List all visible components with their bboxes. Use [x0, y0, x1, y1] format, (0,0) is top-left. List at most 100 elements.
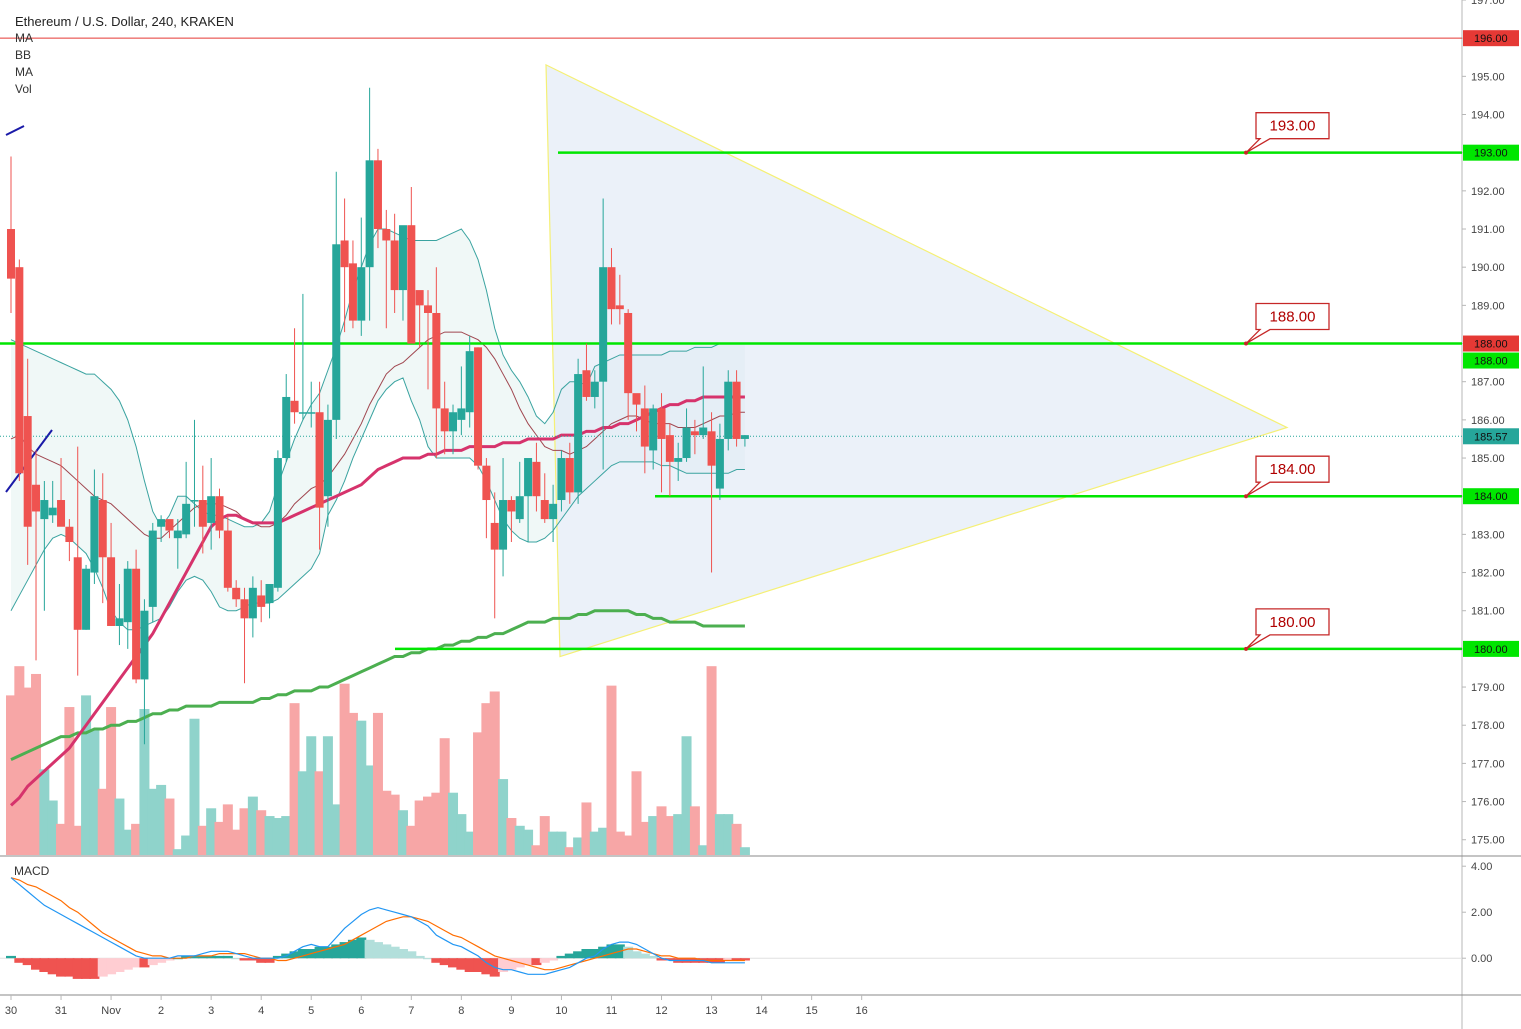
volume-bar	[439, 738, 450, 855]
macd-histogram-bar	[231, 958, 242, 960]
volume-bar	[456, 814, 467, 855]
volume-bar	[222, 804, 233, 855]
macd-histogram-bar	[39, 958, 50, 972]
study-ma-label[interactable]: MA	[15, 31, 33, 45]
callout-anchor-dot	[1244, 494, 1248, 499]
macd-histogram-bar	[197, 955, 208, 959]
candle-body	[232, 587, 241, 600]
study-ma2-label[interactable]: MA	[15, 65, 33, 79]
candle-body	[140, 610, 149, 680]
volume-bar	[281, 816, 292, 855]
volume-bar	[189, 718, 200, 855]
volume-bar	[172, 849, 183, 855]
volume-bar	[498, 779, 509, 855]
candle-body	[207, 496, 216, 523]
macd-histogram-bar	[539, 958, 550, 963]
candle-body	[449, 412, 458, 432]
candle-body	[432, 312, 441, 409]
candle-body	[532, 461, 541, 497]
macd-histogram-bar	[214, 955, 225, 959]
volume-bar	[97, 788, 108, 855]
macd-histogram-bar	[189, 955, 200, 959]
support-level-badge-text: 180.00	[1474, 644, 1508, 656]
macd-histogram-bar	[289, 951, 300, 959]
volume-bar	[147, 788, 158, 855]
macd-histogram-bar	[656, 958, 667, 961]
macd-histogram-bar	[206, 955, 217, 959]
volume-bar	[239, 808, 250, 855]
candle-body	[282, 396, 291, 459]
study-bb-label[interactable]: BB	[15, 48, 32, 62]
candle-body	[190, 500, 199, 502]
volume-bar	[539, 816, 550, 855]
volume-bar	[297, 771, 308, 855]
volume-bar	[481, 703, 492, 855]
volume-bar	[81, 695, 92, 855]
candle-body	[90, 496, 99, 573]
price-axis-label: 186.00	[1471, 415, 1505, 427]
macd-histogram-bar	[331, 944, 342, 959]
macd-histogram-bar	[448, 958, 459, 968]
price-axis-label: 185.00	[1471, 453, 1505, 465]
macd-pane-label[interactable]: MACD	[14, 864, 50, 878]
volume-bar	[489, 691, 500, 855]
study-vol-label[interactable]: Vol	[15, 82, 32, 96]
candle-body	[223, 530, 232, 588]
volume-bar	[139, 709, 150, 855]
macd-histogram-bar	[106, 958, 117, 975]
macd-histogram-bar	[548, 958, 559, 961]
price-callout-box	[1245, 112, 1330, 154]
volume-bar	[322, 736, 333, 855]
volume-bar	[414, 800, 425, 855]
volume-bar	[131, 823, 142, 855]
macd-histogram-bar	[264, 958, 275, 963]
volume-bar	[581, 802, 592, 855]
candle-body	[65, 526, 74, 543]
macd-histogram-bar	[72, 958, 83, 979]
volume-bar	[214, 821, 225, 855]
volume-bar	[589, 831, 600, 855]
candle-body	[499, 500, 508, 550]
volume-bar	[264, 816, 275, 855]
macd-histogram-bar	[89, 958, 100, 979]
volume-bar	[664, 816, 675, 855]
candle-body	[715, 438, 724, 489]
candle-body	[524, 458, 533, 497]
macd-histogram-bar	[247, 958, 258, 961]
candle-body	[332, 244, 341, 420]
macd-histogram-bar	[506, 958, 517, 970]
candle-body	[32, 484, 41, 512]
macd-histogram-bar	[64, 958, 75, 977]
callout-anchor-dot	[1244, 646, 1248, 651]
volume-bar	[473, 732, 484, 855]
price-axis-label: 175.00	[1471, 835, 1505, 847]
price-axis-label: 182.00	[1471, 568, 1505, 580]
volume-bar	[673, 814, 684, 855]
macd-histogram-bar	[531, 958, 542, 966]
macd-histogram-bar	[739, 958, 750, 961]
volume-bar	[356, 720, 367, 855]
candle-body	[740, 435, 749, 439]
price-axis-label: 176.00	[1471, 797, 1505, 809]
candle-body	[173, 530, 182, 539]
candle-body	[599, 267, 608, 382]
volume-bar	[689, 806, 700, 855]
macd-histogram-bar	[589, 949, 600, 959]
time-axis-label: Nov	[101, 1005, 121, 1017]
candle-body	[424, 305, 432, 313]
time-axis-label: 8	[458, 1005, 464, 1017]
price-callout-box	[1245, 455, 1330, 497]
candle-body	[273, 458, 282, 588]
candle-body	[507, 500, 516, 512]
candle-body	[215, 496, 224, 531]
triangle-pattern	[545, 63, 1289, 658]
candle-body	[365, 160, 374, 268]
candle-body	[57, 500, 66, 527]
price-axis-label: 179.00	[1471, 682, 1505, 694]
bollinger-basis-line	[10, 331, 745, 539]
candle-body	[665, 435, 674, 462]
price-axis-label: 191.00	[1471, 224, 1505, 236]
candle-body	[123, 568, 132, 623]
volume-bar	[556, 831, 567, 855]
